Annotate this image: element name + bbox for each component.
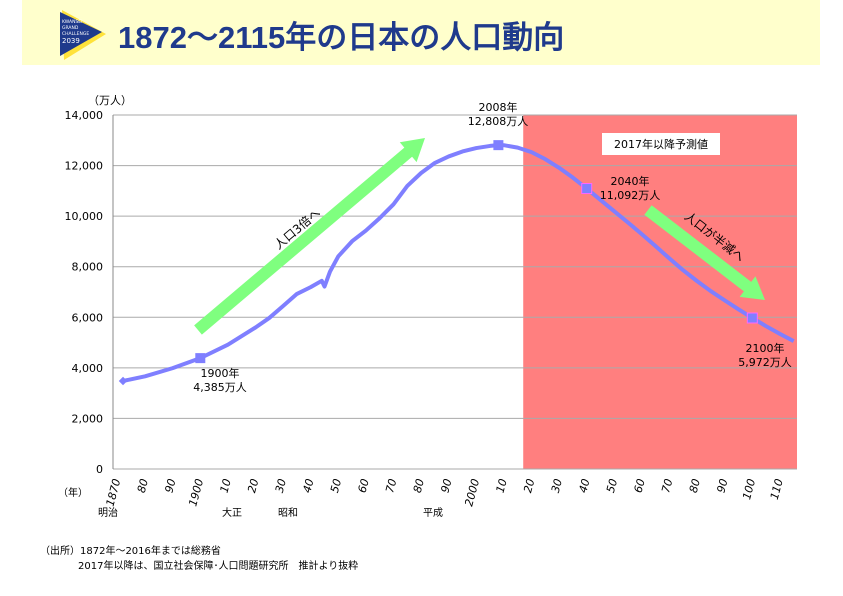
- x-tick-label: 80: [135, 477, 151, 494]
- data-marker: [195, 353, 206, 364]
- annotation-year: 1900年: [201, 366, 240, 380]
- x-tick-label: 80: [687, 477, 703, 494]
- x-tick-label: 10: [218, 477, 234, 494]
- y-tick-label: 2,000: [72, 412, 104, 425]
- x-tick-label: 70: [383, 477, 399, 494]
- era-label: 昭和: [278, 507, 298, 519]
- x-tick-label: 1900: [186, 477, 206, 507]
- x-tick-label: 50: [328, 477, 344, 494]
- y-tick-label: 10,000: [65, 210, 104, 223]
- era-label: 明治: [98, 506, 118, 519]
- data-marker: [581, 183, 593, 195]
- annotation-value: 4,385万人: [193, 381, 247, 394]
- x-tick-label: 40: [300, 477, 316, 494]
- x-tick-label: 20: [245, 477, 261, 494]
- population-line: [122, 143, 795, 383]
- x-tick-label: 70: [659, 477, 675, 494]
- x-tick-label: 110: [768, 477, 786, 501]
- x-tick-label: 50: [604, 477, 620, 494]
- y-tick-label: 6,000: [72, 311, 104, 324]
- data-marker: [118, 376, 128, 386]
- x-tick-label: 10: [494, 477, 510, 494]
- x-tick-label: 80: [411, 477, 427, 494]
- y-tick-label: 8,000: [72, 261, 104, 274]
- page-title: 1872～2115年の日本の人口動向: [118, 20, 565, 55]
- svg-text:KWANSEI: KWANSEI: [62, 19, 82, 25]
- x-tick-label: 60: [632, 477, 648, 494]
- annotation-year: 2100年: [746, 341, 785, 355]
- title-banner: [22, 0, 820, 65]
- annotation-value: 12,808万人: [468, 115, 529, 128]
- x-tick-label: 90: [162, 477, 178, 494]
- y-tick-label: 14,000: [65, 109, 104, 122]
- x-tick-label: 1870: [104, 477, 124, 507]
- forecast-label-box: [602, 133, 720, 155]
- y-tick-label: 4,000: [72, 362, 104, 375]
- x-tick-label: 30: [549, 477, 565, 494]
- decline-arrow: [644, 205, 766, 301]
- annotation-year: 2008年: [479, 100, 518, 114]
- forecast-label: 2017年以降予測値: [614, 137, 708, 151]
- annotation-year: 2040年: [611, 174, 650, 188]
- x-tick-label: 90: [714, 477, 730, 494]
- x-tick-label: 60: [356, 477, 372, 494]
- source-note-2: 2017年以降は、国立社会保障･人口問題研究所 推計より抜粋: [78, 561, 359, 572]
- x-tick-label: 40: [576, 477, 592, 494]
- x-tick-label: 100: [740, 477, 758, 501]
- source-note-1: （出所）1872年～2016年までは総務省: [40, 546, 221, 557]
- svg-text:2039: 2039: [62, 37, 80, 45]
- annotation-value: 11,092万人: [600, 189, 661, 202]
- y-axis-unit: （万人）: [88, 94, 132, 107]
- svg-text:GRAND: GRAND: [62, 25, 79, 31]
- era-label: 平成: [423, 507, 443, 519]
- x-axis-unit: （年）: [58, 486, 88, 499]
- x-tick-label: 90: [438, 477, 454, 494]
- x-tick-label: 30: [273, 477, 289, 494]
- growth-arrow: [194, 138, 426, 335]
- svg-text:CHALLENGE: CHALLENGE: [62, 31, 89, 37]
- y-tick-label: 12,000: [65, 160, 104, 173]
- data-marker: [493, 140, 504, 151]
- data-marker: [746, 312, 758, 324]
- era-label: 大正: [222, 506, 242, 519]
- x-tick-label: 20: [521, 477, 537, 494]
- annotation-value: 5,972万人: [738, 356, 792, 369]
- y-tick-label: 0: [96, 463, 103, 476]
- kwansei-grand-challenge-logo: KWANSEI GRAND CHALLENGE 2039: [60, 10, 106, 60]
- x-tick-label: 2000: [462, 477, 482, 507]
